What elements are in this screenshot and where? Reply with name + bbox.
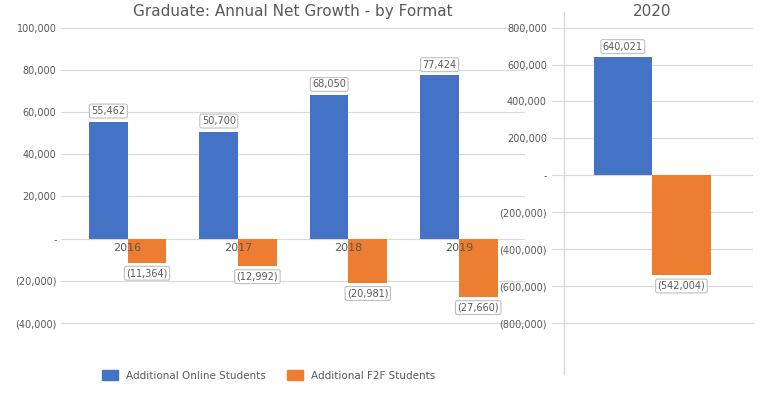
- Text: (20,981): (20,981): [347, 288, 389, 299]
- Bar: [349, 239, 387, 283]
- Text: (11,364): (11,364): [126, 268, 167, 278]
- Bar: [459, 239, 498, 297]
- Text: (27,660): (27,660): [458, 303, 499, 312]
- Text: 640,021: 640,021: [603, 42, 643, 52]
- Bar: [127, 239, 167, 263]
- Title: Graduate: Annual Net Growth - by Format: Graduate: Annual Net Growth - by Format: [134, 4, 453, 19]
- Text: 2016: 2016: [114, 243, 142, 253]
- Text: 55,462: 55,462: [91, 106, 125, 116]
- Bar: [89, 122, 127, 239]
- Text: 2018: 2018: [334, 243, 362, 253]
- Bar: [238, 239, 276, 266]
- Title: 2020: 2020: [633, 4, 671, 19]
- Bar: [652, 175, 710, 275]
- Text: 77,424: 77,424: [422, 59, 457, 70]
- Text: 2017: 2017: [224, 243, 252, 253]
- Text: 68,050: 68,050: [313, 80, 346, 89]
- Text: (12,992): (12,992): [237, 271, 278, 282]
- Text: 50,700: 50,700: [202, 116, 236, 126]
- Text: 2019: 2019: [445, 243, 473, 253]
- Text: (542,004): (542,004): [657, 281, 705, 291]
- Bar: [594, 57, 652, 175]
- Legend: Additional Online Students, Additional F2F Students: Additional Online Students, Additional F…: [98, 366, 439, 385]
- Bar: [420, 75, 459, 239]
- Bar: [200, 132, 238, 239]
- Bar: [310, 95, 349, 239]
